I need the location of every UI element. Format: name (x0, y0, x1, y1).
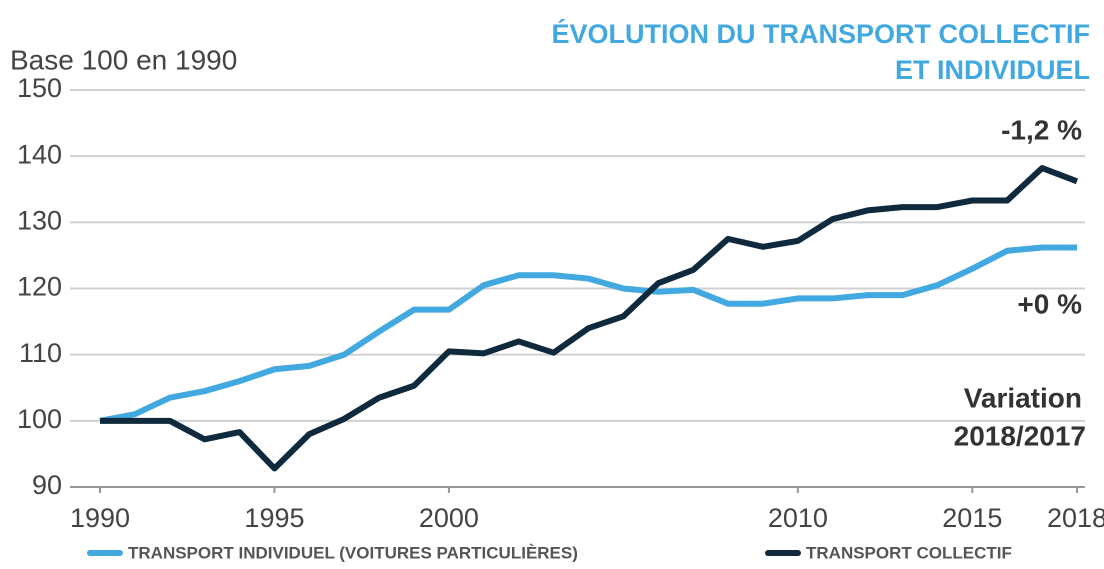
y-tick-label: 120 (17, 272, 62, 302)
annotation: Variation (964, 382, 1082, 413)
x-tick-label: 2015 (942, 503, 1002, 533)
series-line (99, 244, 1077, 424)
y-tick-label: 110 (19, 338, 62, 368)
series-line (100, 165, 1079, 472)
y-tick-label: 100 (17, 404, 62, 434)
annotation: -1,2 % (1001, 114, 1082, 145)
x-tick-label: 1995 (244, 503, 304, 533)
x-tick-label: 1990 (70, 503, 130, 533)
y-tick-label: 90 (32, 470, 62, 500)
annotation: 2018/2017 (954, 420, 1086, 451)
legend-label: TRANSPORT INDIVIDUEL (VOITURES PARTICULI… (128, 543, 578, 562)
annotation: +0 % (1017, 288, 1082, 319)
chart-title: ET INDIVIDUEL (895, 55, 1090, 85)
y-tick-label: 140 (17, 139, 62, 169)
legend-label: TRANSPORT COLLECTIF (806, 543, 1012, 562)
x-tick-label: 2000 (419, 503, 479, 533)
y-tick-label: 130 (17, 205, 62, 235)
x-tick-label: 2010 (768, 503, 828, 533)
y-tick-label: 150 (17, 73, 62, 103)
x-tick-label: 2018 (1047, 503, 1104, 533)
y-axis-label: Base 100 en 1990 (10, 44, 237, 75)
chart-title: ÉVOLUTION DU TRANSPORT COLLECTIF (552, 18, 1090, 49)
